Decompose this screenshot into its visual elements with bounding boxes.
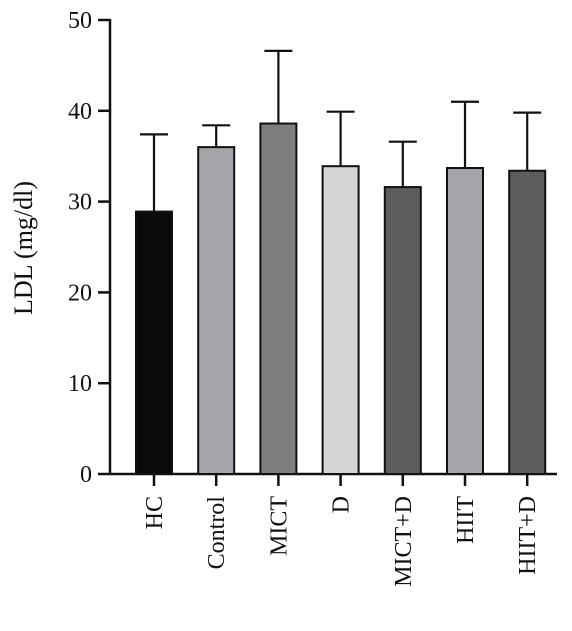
- bar: [321, 165, 360, 476]
- y-axis: 0 10 20 30 40 50: [68, 8, 112, 488]
- x-tick-label: Control: [204, 496, 230, 570]
- x-tick-label: MICT+D: [391, 496, 417, 587]
- y-tick-label: 0: [80, 462, 92, 488]
- bar: [383, 186, 422, 476]
- error-bars: [140, 49, 542, 212]
- y-tick-label: 10: [68, 371, 92, 397]
- x-axis: [109, 472, 557, 486]
- bar: [446, 167, 484, 475]
- bar: [259, 122, 298, 476]
- y-tick-label: 30: [68, 190, 92, 216]
- y-tick-label: 20: [68, 280, 92, 306]
- x-tick-label: MICT: [266, 496, 292, 556]
- bar: [508, 169, 547, 475]
- x-tick-label: HIIT: [453, 496, 479, 544]
- x-tick-label: D: [329, 496, 355, 513]
- bar: [197, 146, 236, 475]
- bar: [135, 210, 173, 475]
- y-tick-label: 50: [68, 8, 92, 34]
- x-tick-label: HIIT+D: [515, 496, 541, 575]
- bars: [135, 122, 547, 476]
- y-axis-title: LDL (mg/dl): [9, 181, 38, 315]
- y-tick-label: 40: [68, 99, 92, 125]
- category-labels: HC Control MICT D MICT+D HIIT HIIT+D: [142, 496, 541, 587]
- x-tick-label: HC: [142, 496, 168, 529]
